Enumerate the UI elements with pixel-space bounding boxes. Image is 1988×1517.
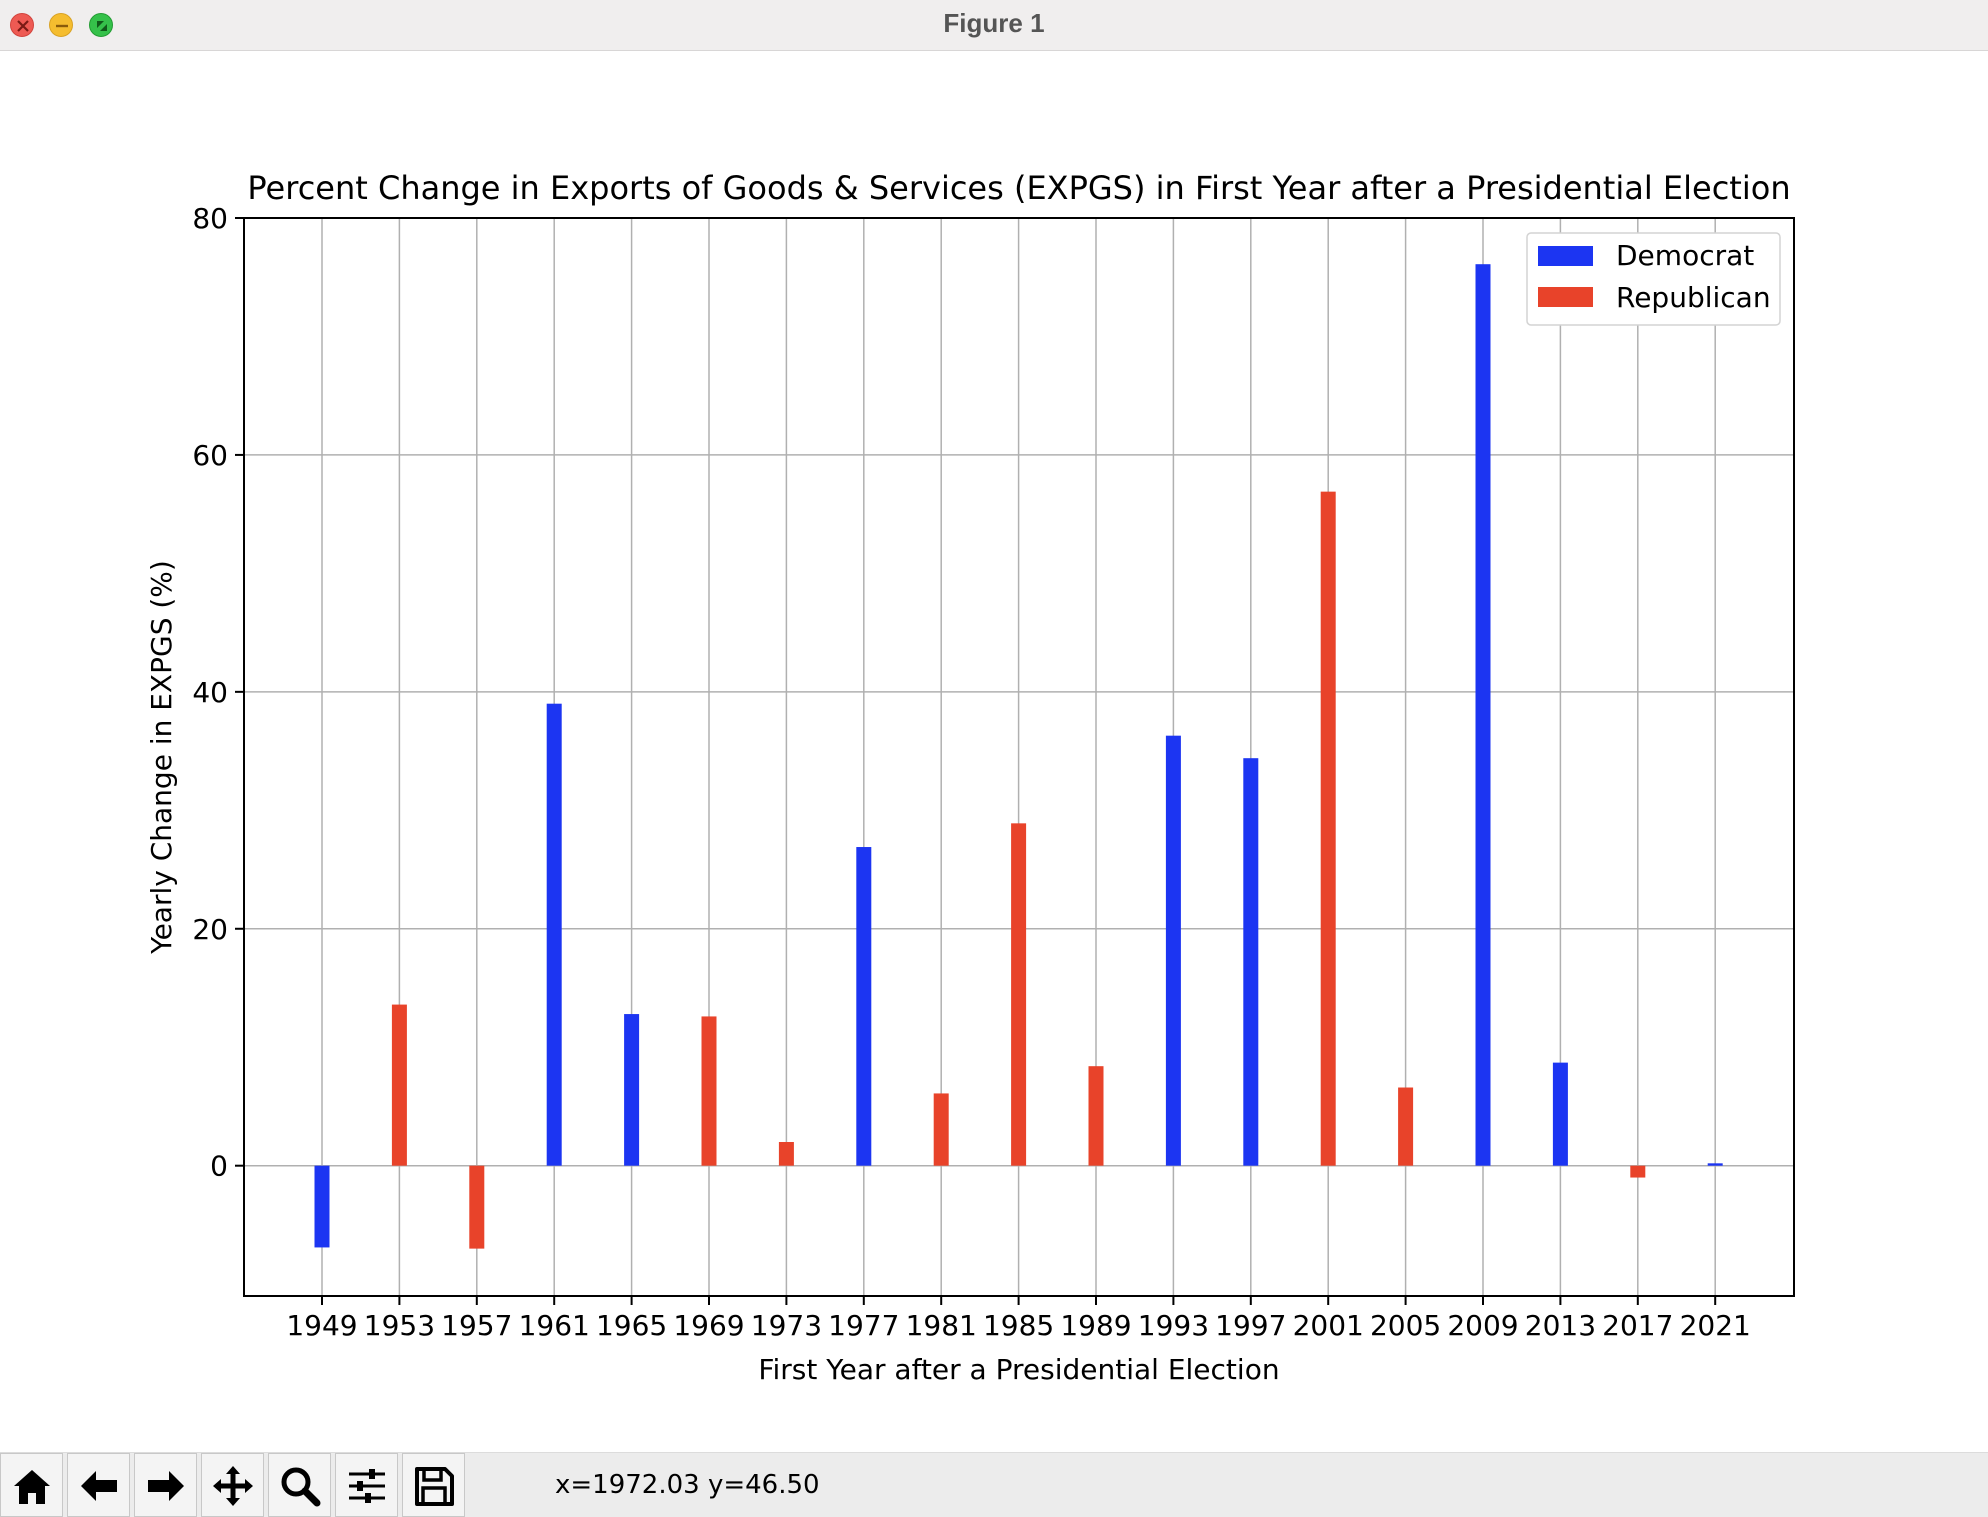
- x-tick-label: 1965: [596, 1309, 667, 1342]
- axis-ticks: 0 20 40 60 80 1949 1953 1957 1961 1965 1969 1973 197…: [192, 202, 1750, 1342]
- x-tick-label: 1949: [286, 1309, 357, 1342]
- y-tick-label: 60: [192, 439, 228, 472]
- x-tick-label: 2017: [1602, 1309, 1673, 1342]
- x-tick-label: 1973: [751, 1309, 822, 1342]
- back-button[interactable]: [67, 1453, 130, 1517]
- x-tick-label: 1969: [673, 1309, 744, 1342]
- magnifier-icon: [281, 1467, 321, 1507]
- maximize-window-button[interactable]: [89, 13, 113, 37]
- move-icon: [213, 1466, 253, 1506]
- x-tick-label: 1997: [1215, 1309, 1286, 1342]
- floppy-disk-icon: [415, 1467, 454, 1506]
- legend-label-republican: Republican: [1616, 281, 1771, 314]
- bar-2001: [1320, 491, 1336, 1166]
- y-tick-label: 0: [210, 1150, 228, 1183]
- x-tick-label: 1993: [1138, 1309, 1209, 1342]
- bar-1949: [314, 1165, 330, 1248]
- cursor-coordinates: x=1972.03 y=46.50: [555, 1470, 820, 1500]
- x-tick-label: 2013: [1525, 1309, 1596, 1342]
- bar-1989: [1088, 1066, 1104, 1166]
- chart-title: Percent Change in Exports of Goods & Ser…: [247, 169, 1790, 207]
- arrow-right-icon: [148, 1471, 184, 1501]
- y-tick-label: 80: [192, 202, 228, 235]
- bar-1957: [469, 1165, 485, 1249]
- bar-1973: [778, 1142, 794, 1166]
- fullscreen-icon: [97, 21, 107, 31]
- x-tick-label: 1953: [364, 1309, 435, 1342]
- bar-1993: [1165, 735, 1181, 1166]
- bars: [314, 264, 1723, 1249]
- x-axis-label: First Year after a Presidential Election: [758, 1353, 1279, 1386]
- window-title: Figure 1: [943, 8, 1045, 38]
- save-button[interactable]: [402, 1453, 465, 1517]
- x-tick-label: 1957: [441, 1309, 512, 1342]
- legend-swatch-republican: [1538, 287, 1593, 307]
- bar-1997: [1243, 758, 1259, 1166]
- bar-1985: [1011, 823, 1027, 1166]
- x-tick-label: 1989: [1060, 1309, 1131, 1342]
- y-tick-label: 40: [192, 676, 228, 709]
- bar-2005: [1398, 1087, 1414, 1166]
- y-tick-label: 20: [192, 913, 228, 946]
- y-axis-label: Yearly Change in EXPGS (%): [145, 560, 178, 955]
- x-tick-label: 1977: [828, 1309, 899, 1342]
- home-icon: [14, 1470, 50, 1504]
- close-icon: [17, 20, 29, 32]
- bar-1953: [391, 1004, 407, 1166]
- close-window-button[interactable]: [10, 13, 34, 37]
- x-tick-label: 1985: [983, 1309, 1054, 1342]
- bar-1977: [856, 847, 872, 1166]
- x-tick-label: 1961: [519, 1309, 590, 1342]
- x-tick-label: 2009: [1447, 1309, 1518, 1342]
- x-tick-label: 2001: [1293, 1309, 1364, 1342]
- x-tick-label: 1981: [906, 1309, 977, 1342]
- figure-canvas: 0 20 40 60 80 1949 1953 1957 1961 1965 1969 1973 197…: [145, 169, 1795, 1386]
- bar-2017: [1630, 1165, 1646, 1178]
- sliders-icon: [349, 1469, 385, 1503]
- x-tick-label: 2021: [1680, 1309, 1751, 1342]
- bar-1981: [933, 1093, 949, 1166]
- bar-2009: [1475, 264, 1491, 1166]
- arrow-left-icon: [81, 1471, 117, 1501]
- pan-button[interactable]: [201, 1453, 264, 1517]
- minimize-window-button[interactable]: [49, 13, 73, 37]
- zoom-button[interactable]: [268, 1453, 331, 1517]
- bar-1961: [546, 703, 562, 1166]
- bar-2021: [1707, 1163, 1723, 1166]
- legend-swatch-democrat: [1538, 246, 1593, 266]
- legend: Democrat Republican: [1526, 232, 1781, 326]
- window-titlebar: Figure 1: [0, 0, 1988, 51]
- forward-button[interactable]: [134, 1453, 197, 1517]
- navigation-toolbar: x=1972.03 y=46.50: [0, 1452, 1988, 1517]
- legend-label-democrat: Democrat: [1616, 239, 1754, 272]
- home-button[interactable]: [0, 1453, 63, 1517]
- bar-1965: [624, 1014, 640, 1166]
- bar-2013: [1552, 1062, 1568, 1166]
- minimize-icon: [56, 24, 68, 28]
- bar-1969: [701, 1016, 717, 1166]
- configure-subplots-button[interactable]: [335, 1453, 398, 1517]
- x-tick-label: 2005: [1370, 1309, 1441, 1342]
